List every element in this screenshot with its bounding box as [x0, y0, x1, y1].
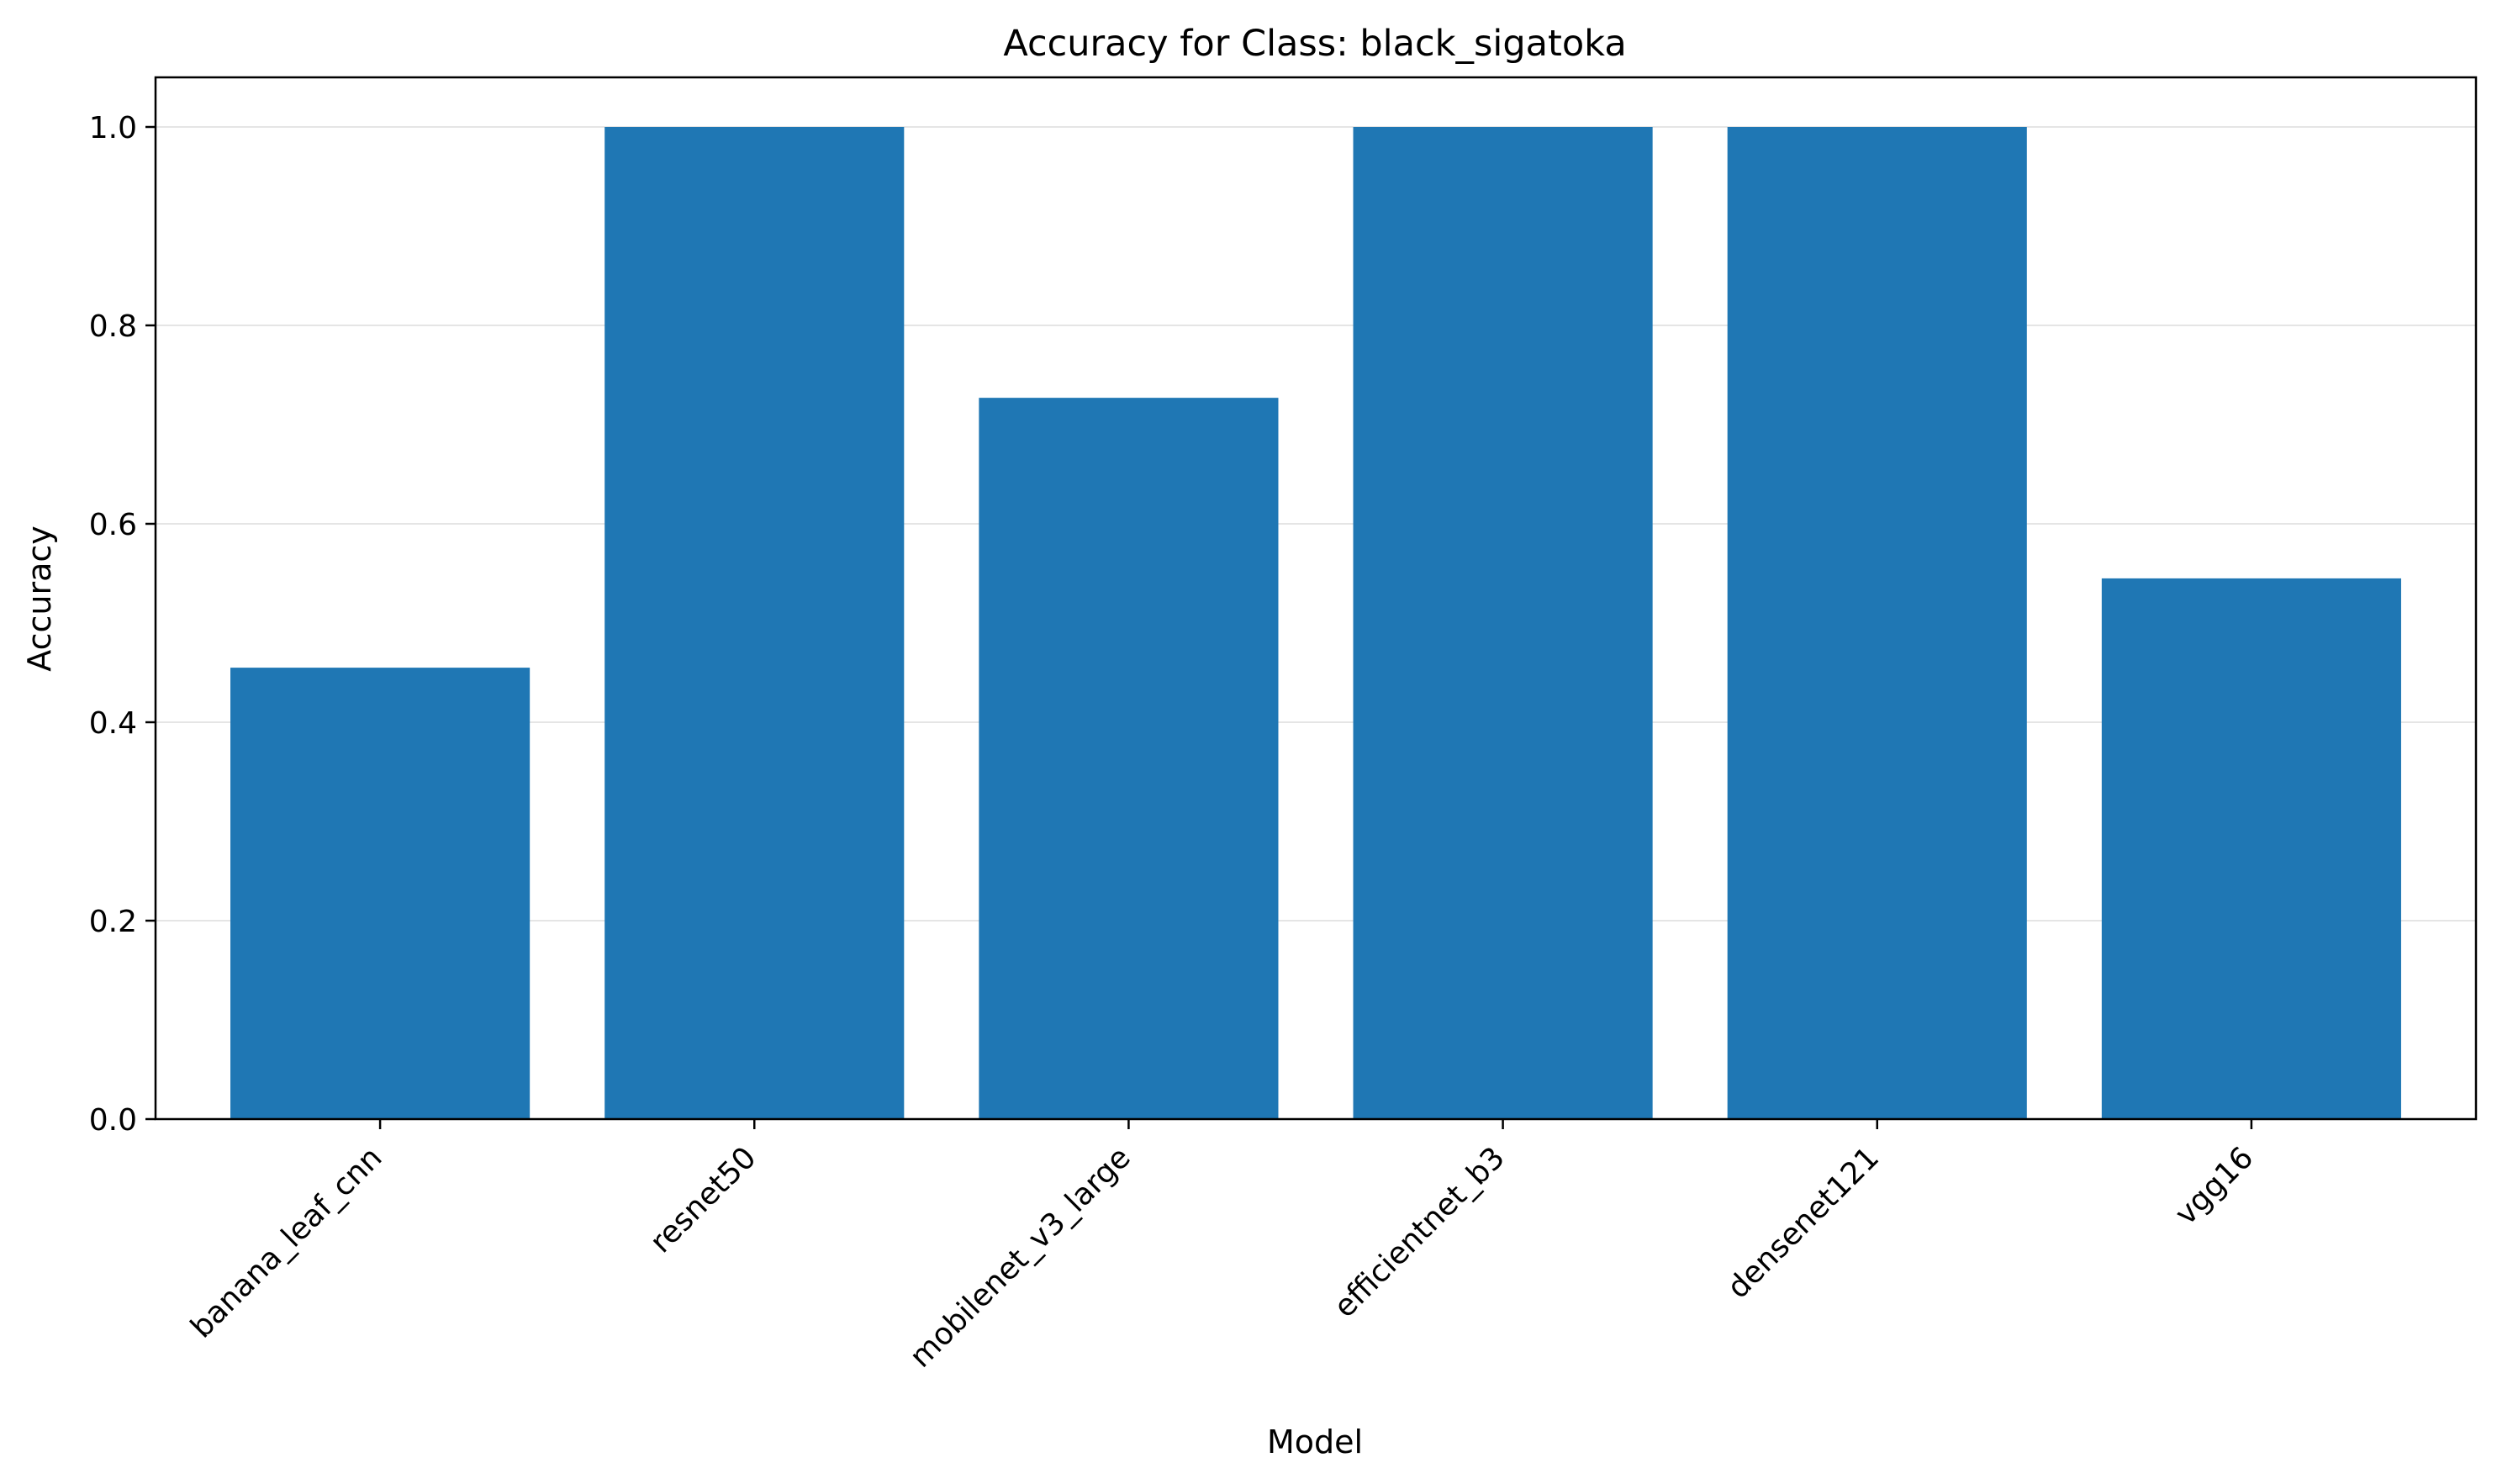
bar-mobilenet_v3_large — [979, 398, 1279, 1119]
y-tick-label: 0.2 — [89, 905, 137, 939]
bars-layer — [230, 127, 2401, 1119]
x-tick-label: mobilenet_v3_large — [903, 1140, 1137, 1374]
plot-area-frame — [154, 76, 2478, 1121]
y-tick-label: 0.4 — [89, 706, 137, 741]
y-tick-label: 1.0 — [89, 111, 137, 145]
y-tick-label: 0.8 — [89, 309, 137, 344]
y-tick-label: 0.6 — [89, 508, 137, 542]
x-tick-label: densenet121 — [1721, 1140, 1886, 1305]
bar-vgg16 — [2101, 578, 2401, 1119]
x-tick-label: banana_leaf_cnn — [184, 1140, 388, 1344]
x-tick-label: vgg16 — [2168, 1140, 2260, 1232]
bar-efficientnet_b3 — [1353, 127, 1653, 1119]
y-axis: 0.0 0.2 0.4 0.6 0.8 1.0 — [89, 111, 156, 1138]
x-tick-label: efficientnet_b3 — [1328, 1140, 1512, 1324]
grid-layer — [156, 126, 2476, 922]
x-axis: banana_leaf_cnn resnet50 mobilenet_v3_larg… — [184, 1119, 2260, 1375]
x-axis-label: Model — [1267, 1423, 1363, 1460]
chart-title: Accuracy for Class: black_sigatoka — [1003, 23, 1626, 65]
y-tick-label: 0.0 — [89, 1103, 137, 1138]
bar-banana_leaf_cnn — [230, 668, 531, 1119]
bar-resnet50 — [604, 127, 905, 1119]
y-axis-label: Accuracy — [21, 525, 58, 672]
x-tick-label: resnet50 — [644, 1140, 763, 1260]
bar-densenet121 — [1727, 127, 2027, 1119]
